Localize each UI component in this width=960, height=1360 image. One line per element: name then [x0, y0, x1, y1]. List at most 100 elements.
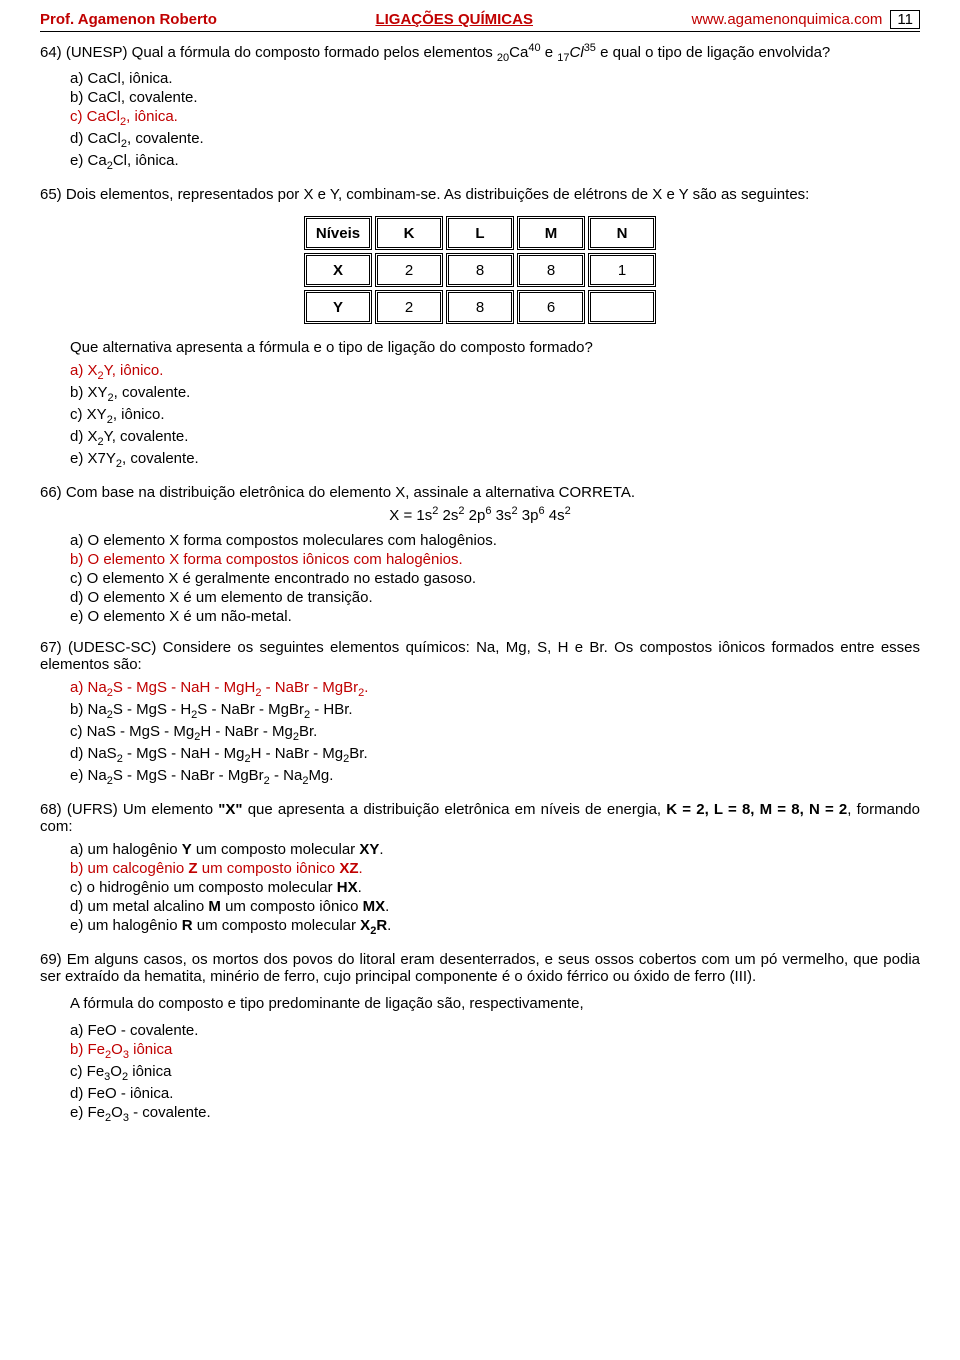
q65-b-pre: b) XY [70, 384, 108, 401]
q68-c-1: c) o hidrogênio um composto molecular [70, 879, 337, 896]
q65-a-pre: a) X [70, 362, 98, 379]
q66-eq-9: 3p [518, 507, 539, 524]
q68-e-4c: R [376, 917, 387, 934]
q65-subquestion: Que alternativa apresenta a fórmula e o … [70, 339, 920, 356]
q68-c-3: . [358, 879, 362, 896]
q65-th-l: L [446, 216, 514, 250]
q67-c-1: c) NaS - MgS - Mg [70, 723, 194, 740]
question-67: 67) (UDESC-SC) Considere os seguintes el… [40, 639, 920, 787]
q67-text: 67) (UDESC-SC) Considere os seguintes el… [40, 639, 920, 673]
q66-eq-3: 2s [438, 507, 458, 524]
header-title: LIGAÇÕES QUÍMICAS [375, 11, 533, 28]
q65-td-x-l: 8 [446, 253, 514, 287]
q65-b-post: , covalente. [114, 384, 191, 401]
q68-b-5: . [358, 860, 362, 877]
q69-opt-c: c) Fe3O2 iônica [70, 1063, 920, 1083]
q68-opt-a: a) um halogênio Y um composto molecular … [70, 841, 920, 858]
q65-d-post: Y, covalente. [104, 428, 189, 445]
q65-td-x: X [304, 253, 372, 287]
q68-e-2: R [182, 917, 193, 934]
header-right-wrap: www.agamenonquimica.com 11 [692, 10, 921, 29]
q67-opt-d: d) NaS2 - MgS - NaH - Mg2H - NaBr - Mg2B… [70, 745, 920, 765]
q65-td-x-n: 1 [588, 253, 656, 287]
q65-table-row-y: Y 2 8 6 [304, 290, 656, 324]
q66-eq-11: 4s [545, 507, 565, 524]
q64-e-pre: e) Ca [70, 152, 107, 169]
q68-a-1: a) um halogênio [70, 841, 182, 858]
q67-b-4: - HBr. [310, 701, 353, 718]
q65-table-row-x: X 2 8 8 1 [304, 253, 656, 287]
q68-a-5: . [379, 841, 383, 858]
q68-opt-c: c) o hidrogênio um composto molecular HX… [70, 879, 920, 896]
q68-d-2: M [208, 898, 221, 915]
q66-eq-1: X = 1s [389, 507, 432, 524]
q68-opt-e: e) um halogênio R um composto molecular … [70, 917, 920, 937]
q65-th-niveis: Níveis [304, 216, 372, 250]
q66-eq-7: 3s [491, 507, 511, 524]
q68-e-5: . [387, 917, 391, 934]
q64-e-mid: Cl, iônica. [113, 152, 179, 169]
q66-equation: X = 1s2 2s2 2p6 3s2 3p6 4s2 [40, 505, 920, 524]
q68-t2: "X" [218, 801, 242, 818]
q65-opt-a: a) X2Y, iônico. [70, 362, 920, 382]
q67-options: a) Na2S - MgS - NaH - MgH2 - NaBr - MgBr… [70, 679, 920, 787]
q64-ca-sup: 40 [528, 42, 540, 54]
q67-c-2: H - NaBr - Mg [200, 723, 293, 740]
q69-opt-a: a) FeO - covalente. [70, 1022, 920, 1039]
q65-td-y-k: 2 [375, 290, 443, 324]
q67-d-1: d) NaS [70, 745, 117, 762]
q66-opt-e: e) O elemento X é um não-metal. [70, 608, 920, 625]
q65-opt-e: e) X7Y2, covalente. [70, 450, 920, 470]
q64-and: e [541, 44, 558, 61]
q65-th-n: N [588, 216, 656, 250]
q68-b-1: b) um calcogênio [70, 860, 188, 877]
q65-e-pre: e) X7Y [70, 450, 116, 467]
q66-eq-5: 2p [464, 507, 485, 524]
q64-opt-d: d) CaCl2, covalente. [70, 130, 920, 150]
q67-b-3: S - NaBr - MgBr [197, 701, 304, 718]
q68-options: a) um halogênio Y um composto molecular … [70, 841, 920, 937]
q64-cl-pre: 17 [557, 52, 569, 64]
q64-opt-b-text: b) CaCl, covalente. [70, 89, 198, 106]
q67-e-3: - Na [270, 767, 303, 784]
q65-d-pre: d) X [70, 428, 98, 445]
page-header: Prof. Agamenon Roberto LIGAÇÕES QUÍMICAS… [40, 10, 920, 32]
q68-b-4: XZ [339, 860, 358, 877]
q65-th-k: K [375, 216, 443, 250]
q67-opt-a: a) Na2S - MgS - NaH - MgH2 - NaBr - MgBr… [70, 679, 920, 699]
q68-d-5: . [385, 898, 389, 915]
q67-a-1: a) Na [70, 679, 107, 696]
q64-ca-sym: Ca [509, 44, 528, 61]
q64-opt-a: a) CaCl, iônica. [70, 70, 920, 87]
q69-b-5: iônica [129, 1041, 172, 1058]
q67-e-4: Mg. [308, 767, 333, 784]
q64-options: a) CaCl, iônica. b) CaCl, covalente. c) … [70, 70, 920, 172]
q68-d-1: d) um metal alcalino [70, 898, 208, 915]
q64-d-pre: d) CaCl [70, 130, 121, 147]
q64-d-post: , covalente. [127, 130, 204, 147]
q66-eq-12: 2 [565, 505, 571, 517]
q68-a-2: Y [182, 841, 192, 858]
q68-c-2: HX [337, 879, 358, 896]
q68-t4: K = 2, L = 8, M = 8, N = 2 [666, 801, 847, 818]
q67-opt-b: b) Na2S - MgS - H2S - NaBr - MgBr2 - HBr… [70, 701, 920, 721]
q64-text: 64) (UNESP) Qual a fórmula do composto f… [40, 44, 830, 61]
q67-d-3: H - NaBr - Mg [251, 745, 344, 762]
question-66: 66) Com base na distribuição eletrônica … [40, 484, 920, 625]
q65-c-post: , iônico. [113, 406, 165, 423]
q65-c-pre: c) XY [70, 406, 107, 423]
q65-table-wrap: Níveis K L M N X 2 8 8 1 Y 2 8 6 [40, 213, 920, 327]
q67-e-1: e) Na [70, 767, 107, 784]
q65-e-post: , covalente. [122, 450, 199, 467]
q69-b-1: b) Fe [70, 1041, 105, 1058]
q66-options: a) O elemento X forma compostos molecula… [70, 532, 920, 625]
q67-c-3: Br. [299, 723, 317, 740]
q69-c-3: O [110, 1063, 122, 1080]
q65-options: a) X2Y, iônico. b) XY2, covalente. c) XY… [70, 362, 920, 470]
q67-d-2: - MgS - NaH - Mg [123, 745, 245, 762]
q67-d-4: Br. [349, 745, 367, 762]
q69-b-3: O [111, 1041, 123, 1058]
q66-opt-c: c) O elemento X é geralmente encontrado … [70, 570, 920, 587]
q64-cl-sup: 35 [584, 42, 596, 54]
q65-td-y: Y [304, 290, 372, 324]
